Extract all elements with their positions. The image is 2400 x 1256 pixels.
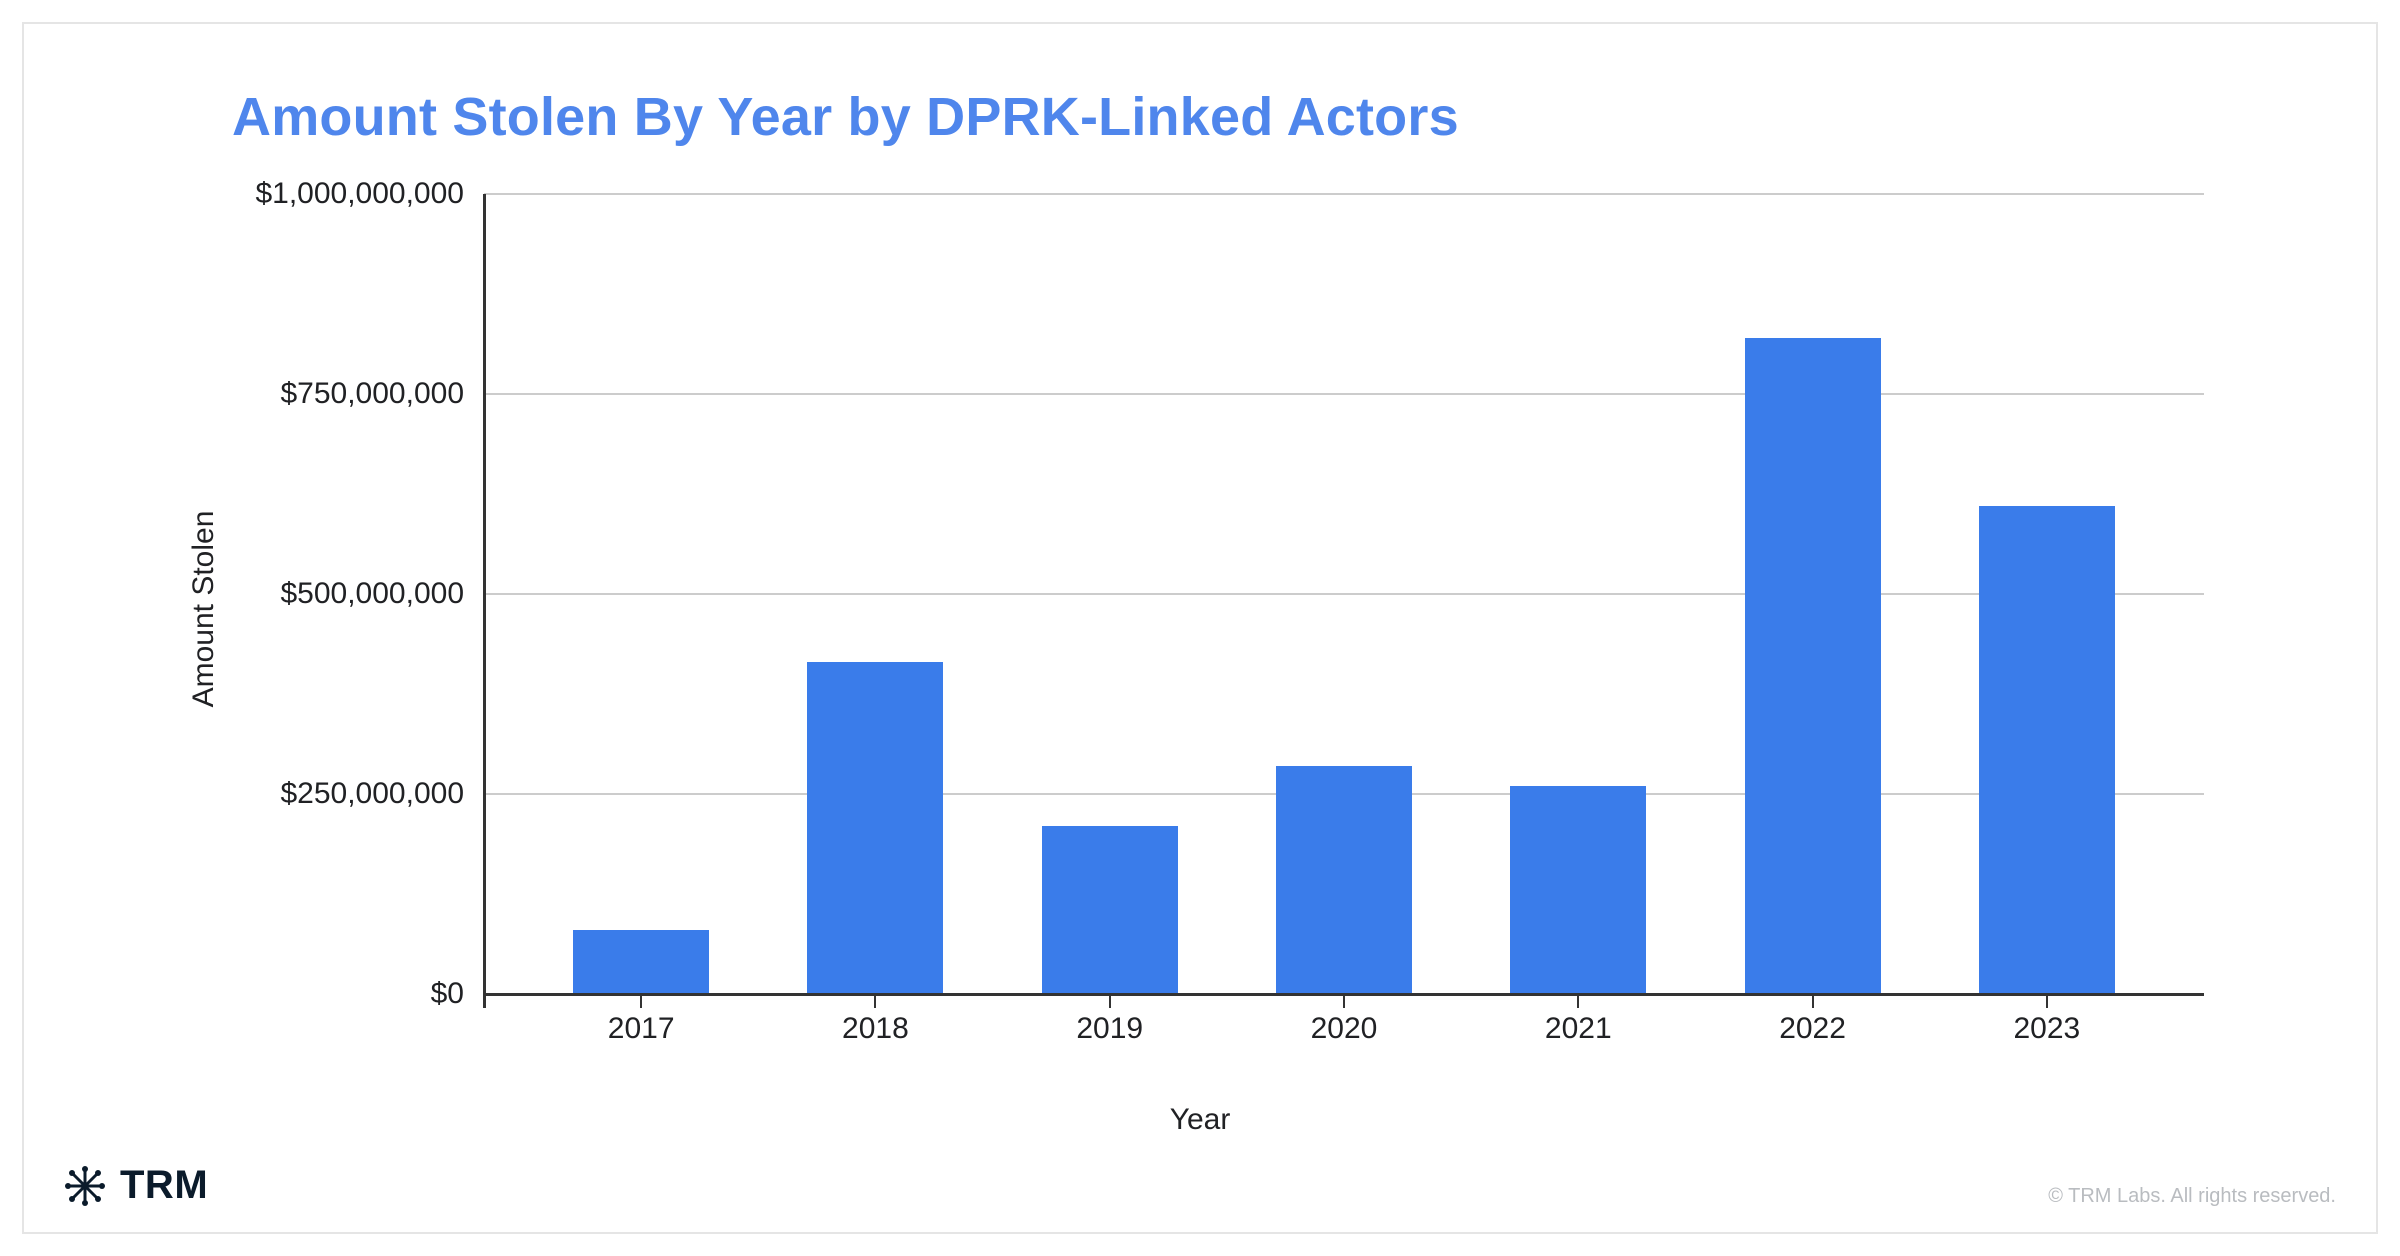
x-tick-label: 2021: [1545, 1012, 1612, 1046]
y-tick-label: $250,000,000: [280, 777, 464, 811]
y-axis: [483, 194, 486, 1008]
logo: TRM: [64, 1163, 208, 1208]
x-tick-label: 2020: [1311, 1012, 1378, 1046]
y-tick-label: $750,000,000: [280, 377, 464, 411]
x-tick-mark: [874, 994, 876, 1008]
x-tick-label: 2023: [2013, 1012, 2080, 1046]
grid-line: [484, 393, 2204, 395]
x-tick-label: 2022: [1779, 1012, 1846, 1046]
x-tick-mark: [1812, 994, 1814, 1008]
bar: [1042, 826, 1178, 994]
x-tick-mark: [1577, 994, 1579, 1008]
footer: TRM © TRM Labs. All rights reserved.: [64, 1163, 2336, 1208]
copyright-text: © TRM Labs. All rights reserved.: [2048, 1185, 2336, 1208]
bar: [1510, 786, 1646, 994]
x-tick-mark: [640, 994, 642, 1008]
x-axis: [484, 993, 2204, 996]
bar: [1979, 506, 2115, 994]
logo-text: TRM: [120, 1163, 208, 1208]
x-axis-label: Year: [1170, 1103, 1231, 1137]
y-tick-label: $0: [431, 977, 464, 1011]
asterisk-icon: [64, 1165, 106, 1207]
bar: [1276, 766, 1412, 994]
bar: [1745, 338, 1881, 994]
x-tick-label: 2019: [1076, 1012, 1143, 1046]
grid-line: [484, 593, 2204, 595]
grid-line: [484, 193, 2204, 195]
x-tick-mark: [2046, 994, 2048, 1008]
plot-area: $0$250,000,000$500,000,000$750,000,000$1…: [484, 194, 2204, 994]
y-tick-label: $500,000,000: [280, 577, 464, 611]
y-axis-label: Amount Stolen: [187, 511, 221, 708]
x-tick-mark: [1343, 994, 1345, 1008]
y-tick-label: $1,000,000,000: [255, 177, 464, 211]
x-tick-mark: [1109, 994, 1111, 1008]
bar: [573, 930, 709, 994]
x-tick-label: 2018: [842, 1012, 909, 1046]
chart-frame: Amount Stolen By Year by DPRK-Linked Act…: [22, 22, 2378, 1234]
x-tick-label: 2017: [608, 1012, 675, 1046]
chart-title: Amount Stolen By Year by DPRK-Linked Act…: [232, 86, 1459, 148]
bar: [807, 662, 943, 994]
